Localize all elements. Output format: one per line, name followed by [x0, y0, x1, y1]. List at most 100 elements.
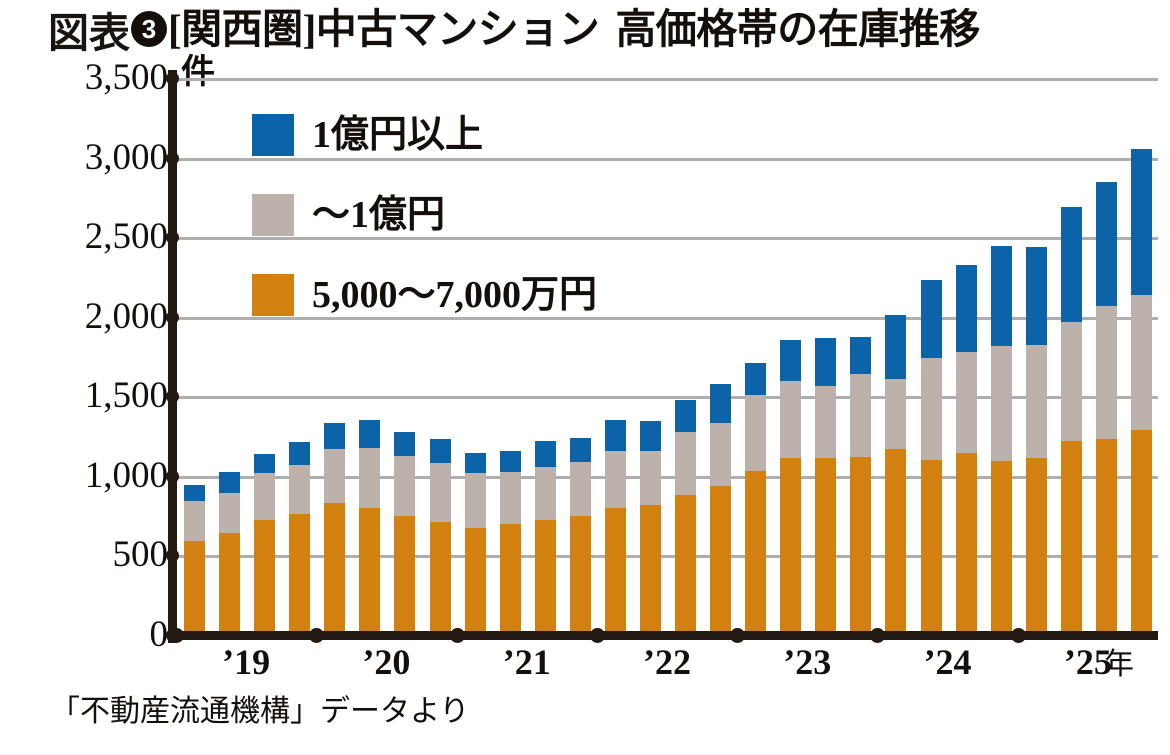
bar-segment-low: [745, 471, 767, 635]
page-title: 図表 3 [関西圏]中古マンション 高価格帯の在庫推移: [48, 2, 1158, 56]
y-tick-label-3000: 3,000: [84, 136, 168, 178]
bar--25-Q3: [1095, 182, 1117, 635]
title-figure-number: 3: [131, 11, 167, 47]
gridline-3500: [176, 78, 1158, 81]
gridline-3000: [176, 157, 1158, 161]
bar-segment-low: [920, 459, 942, 635]
title-main: [関西圏]中古マンション: [168, 5, 600, 52]
bar-segment-low: [1095, 439, 1117, 635]
bar-segment-low: [289, 514, 311, 635]
bar-segment-low: [955, 452, 977, 635]
legend-item-high[interactable]: 1億円以上: [252, 95, 682, 175]
gridline-2000: [176, 316, 1158, 320]
bar-segment-low: [1130, 429, 1152, 635]
x-tick-dot-23: [730, 628, 746, 643]
y-tick-label-2500: 2,500: [84, 216, 168, 258]
y-tick-label-500: 500: [112, 534, 169, 576]
gridline-500: [176, 555, 1158, 559]
x-tick-label-24: ’24: [923, 642, 972, 682]
bar-segment-high: [815, 338, 837, 386]
bar--23-Q4: [850, 337, 872, 635]
title-sub: 高価格帯の在庫推移: [615, 5, 980, 52]
bar-segment-high: [1095, 182, 1117, 307]
bar--19-Q4: [289, 442, 311, 635]
y-tick-dot-1000: [166, 469, 179, 483]
bar--21-Q3: [534, 440, 556, 635]
bar-segment-mid: [569, 462, 591, 516]
legend-swatch-high: [252, 114, 294, 156]
bar-segment-high: [499, 451, 521, 472]
bar-segment-mid: [955, 351, 977, 453]
bar-segment-high: [569, 438, 591, 463]
bar-segment-high: [885, 315, 907, 379]
bar--25-Q1: [1025, 246, 1047, 635]
bar-segment-low: [184, 541, 206, 635]
bar-segment-mid: [1130, 295, 1152, 430]
bar-segment-low: [359, 507, 381, 635]
legend-label-mid: 〜1億円: [312, 194, 446, 236]
bar-segment-mid: [394, 455, 416, 516]
bar--24-Q3: [955, 265, 977, 635]
legend-swatch-mid: [252, 194, 294, 236]
bar-segment-mid: [219, 492, 241, 534]
bar-segment-mid: [1025, 344, 1047, 458]
bar--19-Q1: [184, 484, 206, 635]
y-tick-dot-1500: [166, 390, 179, 404]
bar-segment-high: [254, 453, 276, 473]
y-axis-line: [168, 70, 177, 643]
x-tick-label-22: ’22: [643, 642, 691, 682]
title-prefix: 図表: [48, 10, 130, 56]
gridline-1000: [176, 475, 1158, 479]
bar--25-Q4: [1130, 148, 1152, 635]
bar-segment-low: [394, 515, 416, 635]
bar-segment-high: [639, 420, 661, 452]
bar-segment-high: [359, 420, 381, 449]
source-note: 「不動産流通機構」データより: [50, 695, 470, 728]
y-tick-label-3500: 3,500: [84, 57, 168, 98]
bar-segment-low: [534, 519, 556, 635]
bar-segment-mid: [675, 432, 697, 495]
legend-label-low: 5,000〜7,000万円: [312, 274, 598, 316]
y-tick-label-0: 0: [149, 614, 169, 655]
bar--22-Q4: [710, 383, 732, 635]
bar--22-Q1: [604, 420, 626, 635]
x-tick-label-19: ’19: [222, 642, 271, 682]
bar-segment-high: [1060, 206, 1082, 322]
bar-segment-low: [219, 533, 241, 635]
bar-segment-high: [289, 442, 311, 465]
x-tick-dot-20: [309, 628, 325, 643]
bar-segment-low: [885, 448, 907, 635]
y-axis-unit: 件: [181, 54, 215, 91]
bar-segment-high: [464, 452, 486, 474]
bar-segment-high: [920, 280, 942, 359]
legend-swatch-low: [252, 274, 294, 316]
y-tick-dot-3000: [166, 151, 179, 165]
bar-segment-mid: [850, 374, 872, 457]
legend-item-mid[interactable]: 〜1億円: [252, 175, 682, 255]
y-tick-label-2000: 2,000: [84, 295, 168, 337]
bar-segment-mid: [499, 471, 521, 524]
bar-segment-low: [780, 457, 802, 635]
bar-segment-low: [604, 507, 626, 635]
legend-item-low[interactable]: 5,000〜7,000万円: [252, 255, 682, 335]
bar--20-Q3: [394, 432, 416, 635]
bar-segment-low: [710, 486, 732, 635]
x-axis-line: [168, 631, 1158, 640]
gridline-1500: [176, 396, 1158, 400]
bar--20-Q4: [429, 439, 451, 635]
bar-segment-mid: [885, 378, 907, 449]
bar-segment-mid: [289, 464, 311, 515]
bar--23-Q3: [815, 338, 837, 635]
bar-segment-mid: [1095, 306, 1117, 440]
bar-segment-low: [639, 505, 661, 635]
y-tick-label-1500: 1,500: [84, 375, 168, 417]
bar--23-Q2: [780, 339, 802, 635]
bar-segment-mid: [429, 463, 451, 523]
x-tick-dot-22: [589, 628, 605, 643]
bar-segment-mid: [464, 473, 486, 529]
bar-segment-low: [569, 515, 591, 635]
bar-segment-high: [1130, 148, 1152, 296]
bar-segment-low: [1025, 457, 1047, 635]
bar-segment-high: [710, 383, 732, 424]
